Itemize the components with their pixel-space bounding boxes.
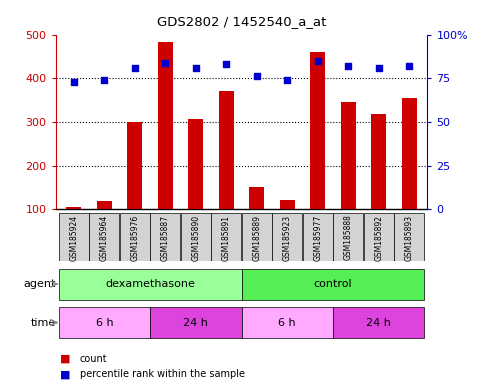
- Bar: [97, 202, 112, 209]
- Bar: [58, 269, 242, 300]
- Bar: [211, 213, 242, 261]
- Bar: [394, 213, 424, 261]
- Text: GSM185964: GSM185964: [100, 215, 109, 261]
- Point: [192, 65, 199, 71]
- Bar: [249, 187, 264, 209]
- Bar: [188, 119, 203, 209]
- Bar: [59, 213, 89, 261]
- Text: GSM185887: GSM185887: [161, 215, 170, 261]
- Text: GSM185924: GSM185924: [70, 215, 78, 261]
- Point: [100, 77, 108, 83]
- Text: time: time: [31, 318, 56, 328]
- Text: 6 h: 6 h: [278, 318, 296, 328]
- Text: dexamethasone: dexamethasone: [105, 279, 195, 289]
- Bar: [272, 213, 302, 261]
- Bar: [58, 307, 150, 338]
- Bar: [89, 213, 119, 261]
- Point: [344, 63, 352, 69]
- Point: [222, 61, 230, 67]
- Bar: [303, 213, 333, 261]
- Bar: [120, 213, 150, 261]
- Bar: [242, 269, 425, 300]
- Bar: [333, 213, 363, 261]
- Bar: [371, 114, 386, 209]
- Text: GSM185977: GSM185977: [313, 215, 322, 261]
- Point: [253, 73, 261, 79]
- Text: GDS2802 / 1452540_a_at: GDS2802 / 1452540_a_at: [157, 15, 326, 28]
- Bar: [127, 122, 142, 209]
- Text: count: count: [80, 354, 107, 364]
- Text: 24 h: 24 h: [184, 318, 208, 328]
- Text: GSM185893: GSM185893: [405, 215, 413, 261]
- Bar: [150, 213, 180, 261]
- Text: GSM185976: GSM185976: [130, 215, 139, 261]
- Text: control: control: [313, 279, 352, 289]
- Point: [161, 60, 169, 66]
- Point: [375, 65, 383, 71]
- Text: 24 h: 24 h: [366, 318, 391, 328]
- Text: 6 h: 6 h: [96, 318, 113, 328]
- Bar: [310, 52, 326, 209]
- Bar: [150, 307, 242, 338]
- Bar: [242, 307, 333, 338]
- Text: ■: ■: [60, 369, 71, 379]
- Bar: [280, 200, 295, 209]
- Bar: [242, 213, 272, 261]
- Bar: [157, 42, 173, 209]
- Text: GSM185888: GSM185888: [344, 215, 353, 260]
- Bar: [401, 98, 417, 209]
- Text: ■: ■: [60, 354, 71, 364]
- Point: [314, 58, 322, 64]
- Text: GSM185889: GSM185889: [252, 215, 261, 261]
- Point: [70, 79, 78, 85]
- Point: [284, 77, 291, 83]
- Bar: [341, 102, 356, 209]
- Bar: [364, 213, 394, 261]
- Point: [405, 63, 413, 69]
- Text: percentile rank within the sample: percentile rank within the sample: [80, 369, 245, 379]
- Bar: [181, 213, 211, 261]
- Bar: [219, 91, 234, 209]
- Text: GSM185890: GSM185890: [191, 215, 200, 261]
- Point: [131, 65, 139, 71]
- Text: agent: agent: [24, 279, 56, 289]
- Text: GSM185892: GSM185892: [374, 215, 383, 261]
- Text: GSM185923: GSM185923: [283, 215, 292, 261]
- Text: GSM185891: GSM185891: [222, 215, 231, 261]
- Bar: [333, 307, 425, 338]
- Bar: [66, 207, 82, 209]
